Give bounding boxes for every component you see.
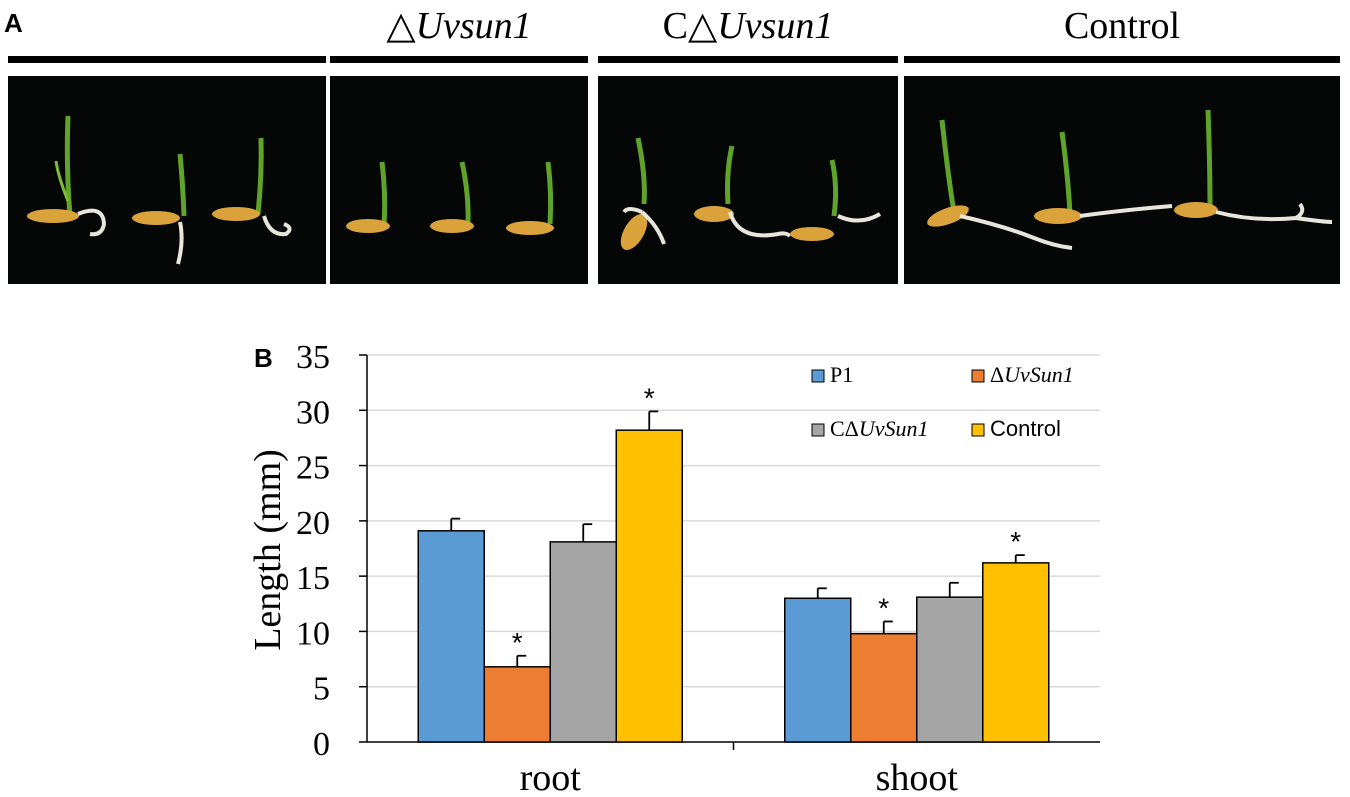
seedling <box>212 137 292 237</box>
column-rule-delta-uvsun1 <box>330 56 588 63</box>
column-title-delta-gene: Uvsun1 <box>415 5 532 47</box>
seedling <box>506 161 554 235</box>
legend-swatch <box>971 423 985 437</box>
legend-label: Control <box>990 416 1061 441</box>
panel-a-label: A <box>4 8 23 38</box>
legend-label: ΔUvSun1 <box>990 362 1074 387</box>
seedling <box>132 153 187 265</box>
significance-asterisk: * <box>512 627 523 658</box>
bar <box>982 562 1050 743</box>
seedling <box>27 115 107 237</box>
legend-label: CΔUvSun1 <box>830 416 928 441</box>
column-title-c-delta-uvsun1: C△Uvsun1 <box>598 4 898 48</box>
legend-swatch <box>811 369 825 383</box>
legend-swatch <box>971 369 985 383</box>
significance-asterisk: * <box>644 382 655 413</box>
seedling <box>790 159 882 241</box>
y-tick-label: 25 <box>296 450 330 487</box>
bar <box>549 541 617 743</box>
y-tick-label: 20 <box>296 505 330 542</box>
column-title-control-text: Control <box>1063 5 1181 47</box>
seedling <box>694 145 792 238</box>
seedling <box>346 161 390 233</box>
x-tick-label: root <box>520 757 582 797</box>
photo-control-seedlings <box>904 76 1340 284</box>
legend-label-prefix: Control <box>990 416 1061 441</box>
column-title-c-delta-prefix: C△ <box>662 5 718 47</box>
y-tick-label: 15 <box>296 560 330 597</box>
column-title-control: Control <box>904 4 1340 48</box>
column-rule-control <box>904 56 1340 63</box>
bar <box>615 429 683 743</box>
bar <box>916 596 984 743</box>
y-tick-label: 35 <box>296 339 330 376</box>
seedling <box>1034 131 1173 224</box>
seedling <box>620 137 666 251</box>
column-rule-c-delta-uvsun1 <box>598 56 898 63</box>
column-rule-p1 <box>8 56 326 63</box>
legend-label-prefix: CΔ <box>830 416 859 441</box>
bar <box>784 597 852 743</box>
column-title-delta-prefix: △ <box>386 5 416 47</box>
x-tick-label: shoot <box>876 757 959 797</box>
seedling <box>430 161 474 233</box>
y-tick-label: 30 <box>296 394 330 431</box>
photo-p1-seedlings <box>8 76 326 284</box>
column-title-c-delta-gene: Uvsun1 <box>717 5 834 47</box>
seedling <box>1174 109 1333 224</box>
significance-asterisk: * <box>1010 526 1021 557</box>
legend-label-prefix: P1 <box>830 362 853 387</box>
seedling <box>927 119 1073 250</box>
legend-label: P1 <box>830 362 853 387</box>
bar <box>850 632 918 743</box>
legend-label-gene: UvSun1 <box>1004 362 1074 387</box>
bar <box>483 666 551 743</box>
y-tick-label: 5 <box>313 671 330 708</box>
y-tick-label: 0 <box>313 726 330 763</box>
bar <box>417 530 485 743</box>
column-title-delta-uvsun1: △Uvsun1 <box>330 4 588 48</box>
legend-label-gene: UvSun1 <box>859 416 929 441</box>
photo-c-delta-uvsun1-seedlings <box>598 76 898 284</box>
y-tick-label: 10 <box>296 615 330 652</box>
y-axis-label: Length (mm) <box>247 449 289 651</box>
significance-asterisk: * <box>878 592 889 623</box>
legend-label-prefix: Δ <box>990 362 1004 387</box>
panel-b-label: B <box>254 343 273 373</box>
photo-delta-uvsun1-seedlings <box>330 76 588 284</box>
legend-swatch <box>811 423 825 437</box>
